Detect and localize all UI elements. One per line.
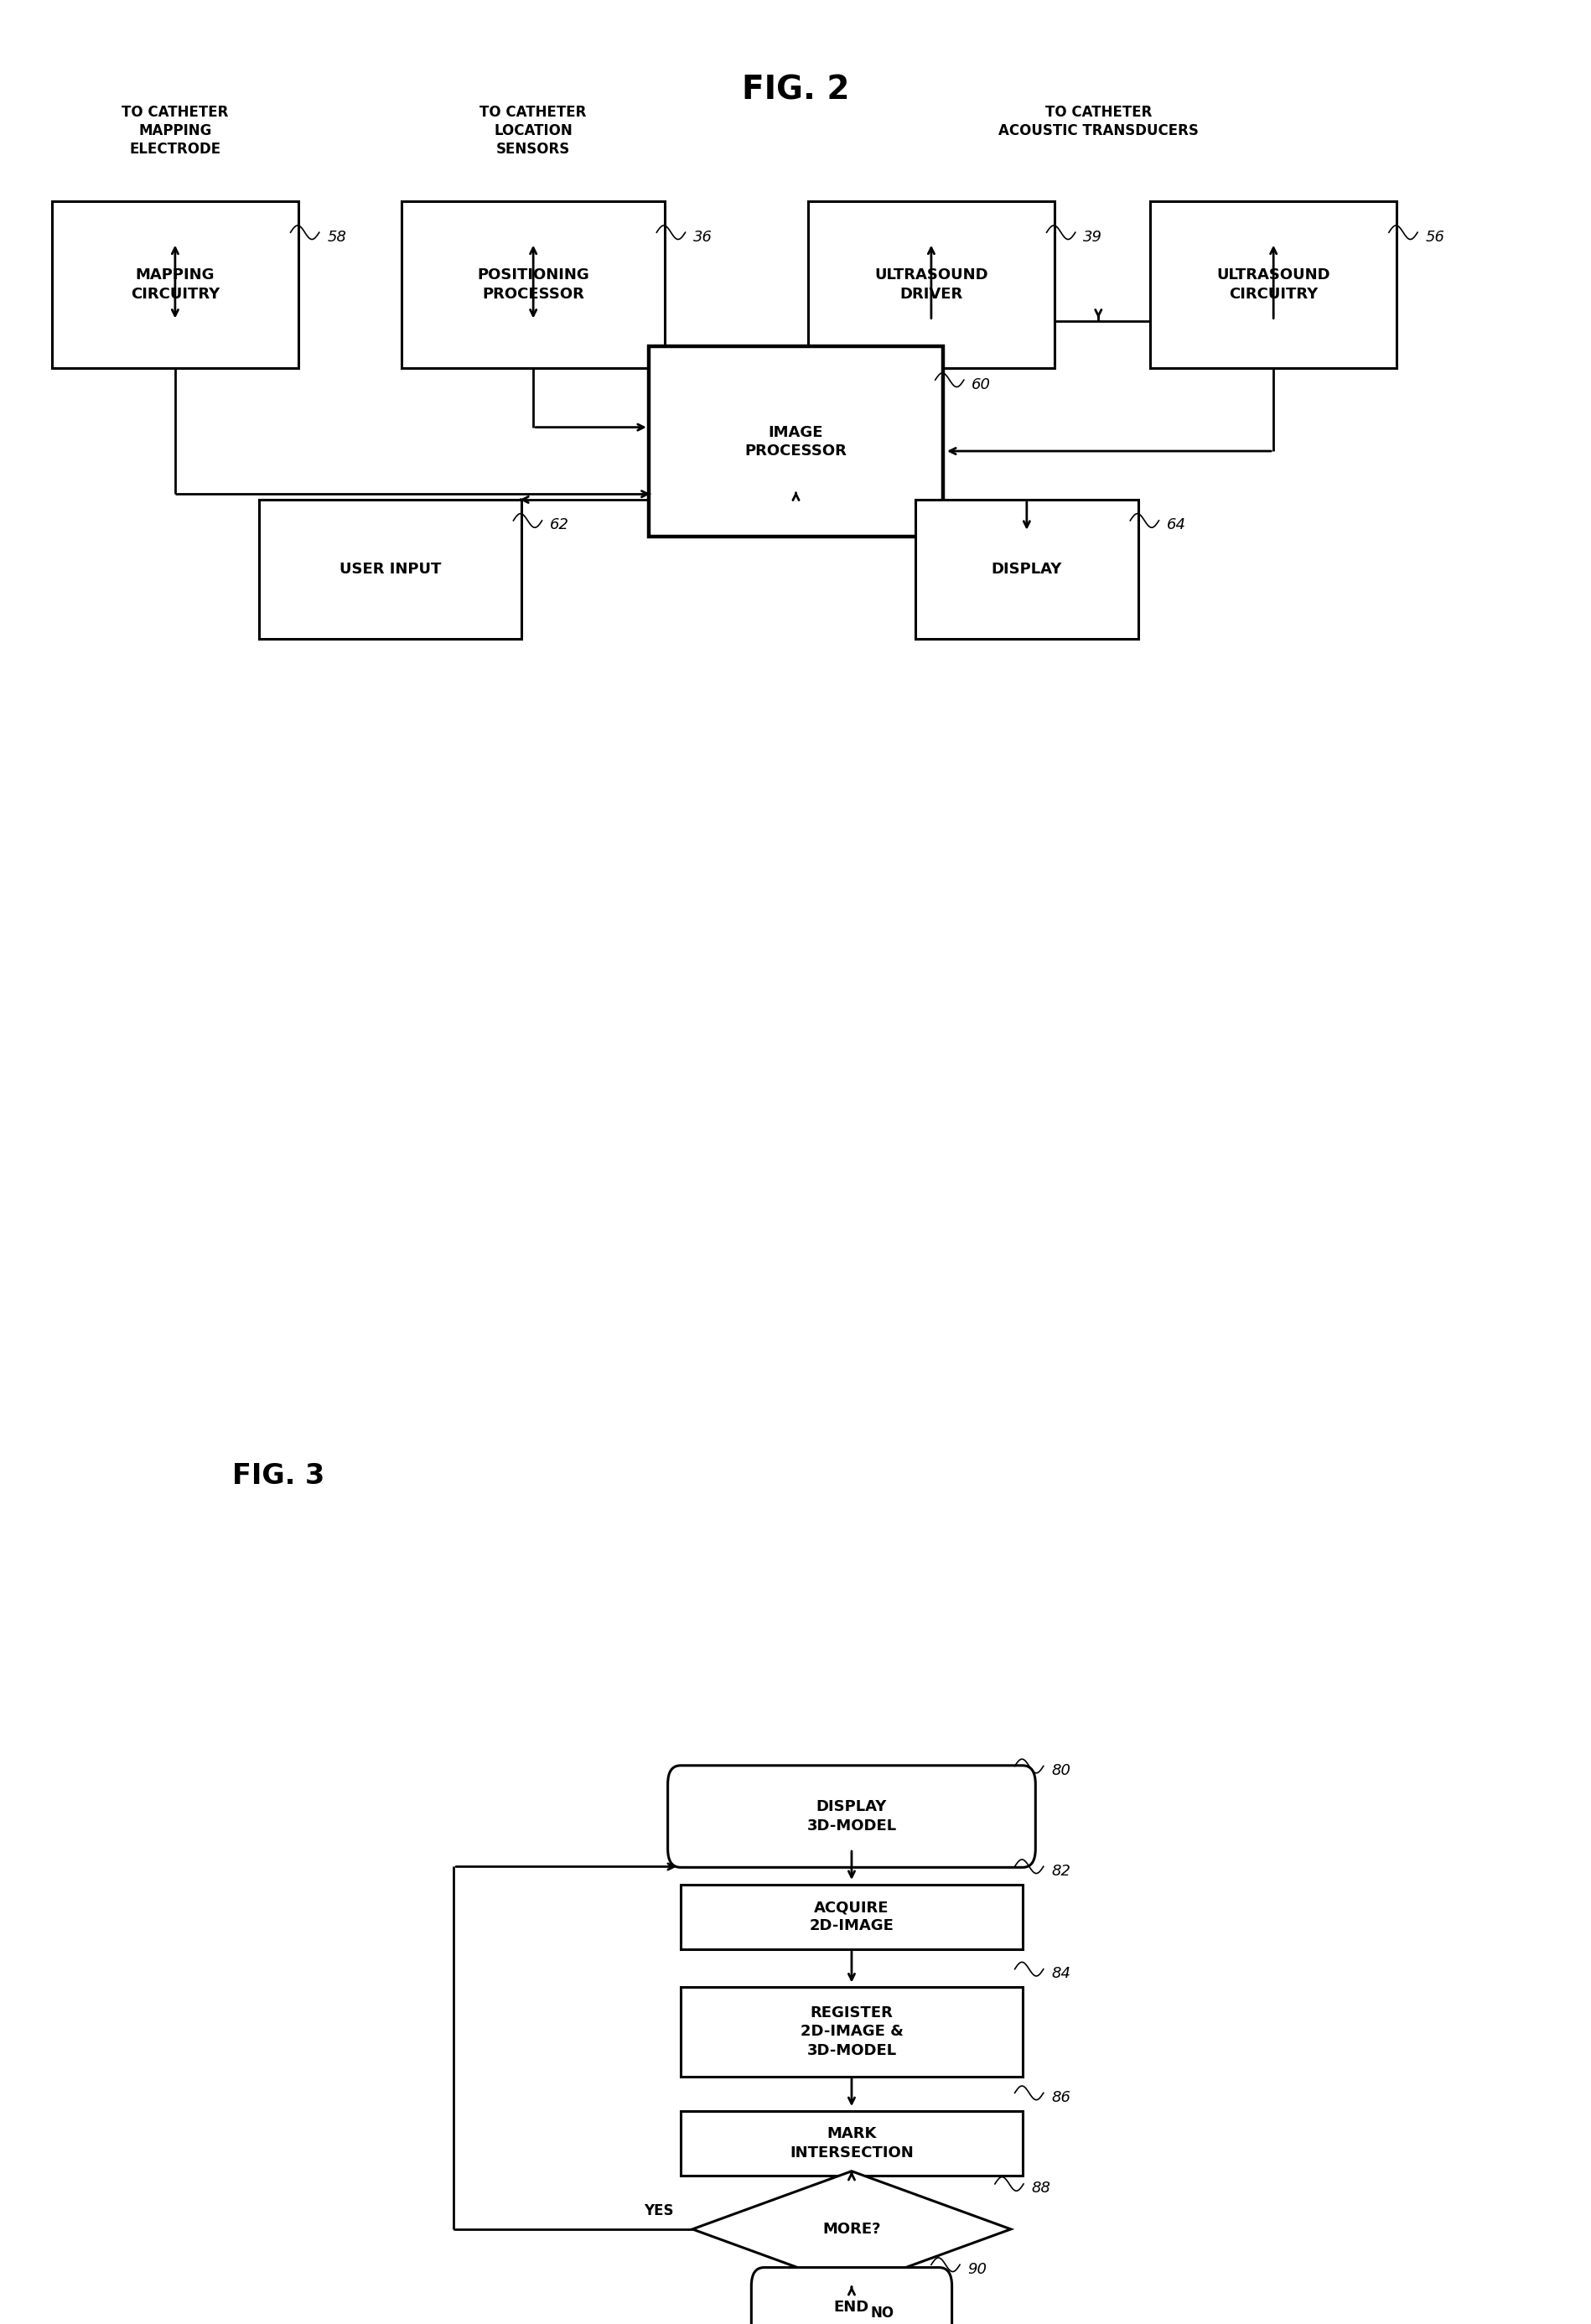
Text: 84: 84 (1052, 1966, 1071, 1982)
Text: 58: 58 (326, 230, 347, 244)
Bar (807, 202, 1053, 367)
Text: FIG. 3: FIG. 3 (232, 1462, 325, 1490)
Text: END: END (834, 2301, 869, 2315)
Text: DISPLAY: DISPLAY (991, 562, 1061, 576)
Text: 62: 62 (550, 518, 570, 532)
Bar (649, 346, 942, 537)
Bar (51, 202, 299, 367)
Bar (1149, 202, 1397, 367)
Text: ULTRASOUND
CIRCUITRY: ULTRASOUND CIRCUITRY (1216, 267, 1330, 302)
Text: TO CATHETER
MAPPING
ELECTRODE: TO CATHETER MAPPING ELECTRODE (121, 105, 229, 158)
Text: 64: 64 (1166, 518, 1185, 532)
Bar (681, 1987, 1023, 2075)
Bar (681, 1885, 1023, 1950)
Text: 90: 90 (967, 2261, 986, 2278)
Text: DISPLAY
3D-MODEL: DISPLAY 3D-MODEL (807, 1799, 896, 1834)
Text: IMAGE
PROCESSOR: IMAGE PROCESSOR (745, 425, 846, 458)
Text: POSITIONING
PROCESSOR: POSITIONING PROCESSOR (477, 267, 589, 302)
Text: MAPPING
CIRCUITRY: MAPPING CIRCUITRY (130, 267, 220, 302)
Text: YES: YES (643, 2203, 673, 2217)
Text: TO CATHETER
ACOUSTIC TRANSDUCERS: TO CATHETER ACOUSTIC TRANSDUCERS (998, 105, 1198, 139)
Text: 56: 56 (1426, 230, 1445, 244)
Text: 82: 82 (1052, 1864, 1071, 1878)
Text: 60: 60 (971, 376, 991, 393)
Bar (258, 500, 522, 639)
Text: ULTRASOUND
DRIVER: ULTRASOUND DRIVER (873, 267, 988, 302)
Text: 88: 88 (1031, 2180, 1050, 2196)
Text: 39: 39 (1082, 230, 1103, 244)
Text: MARK
INTERSECTION: MARK INTERSECTION (789, 2126, 913, 2159)
Text: MORE?: MORE? (823, 2222, 880, 2236)
FancyBboxPatch shape (668, 1766, 1036, 1868)
Bar (915, 500, 1138, 639)
Text: 36: 36 (694, 230, 713, 244)
Bar (681, 2110, 1023, 2175)
Text: ACQUIRE
2D-IMAGE: ACQUIRE 2D-IMAGE (808, 1901, 894, 1934)
Text: NO: NO (870, 2305, 894, 2322)
Text: TO CATHETER
LOCATION
SENSORS: TO CATHETER LOCATION SENSORS (479, 105, 587, 158)
FancyBboxPatch shape (751, 2268, 951, 2324)
Text: REGISTER
2D-IMAGE &
3D-MODEL: REGISTER 2D-IMAGE & 3D-MODEL (800, 2006, 902, 2057)
Text: USER INPUT: USER INPUT (339, 562, 441, 576)
Bar (401, 202, 665, 367)
Polygon shape (692, 2171, 1010, 2287)
Text: 80: 80 (1052, 1764, 1071, 1778)
Text: 86: 86 (1052, 2089, 1071, 2106)
Text: FIG. 2: FIG. 2 (741, 74, 850, 107)
